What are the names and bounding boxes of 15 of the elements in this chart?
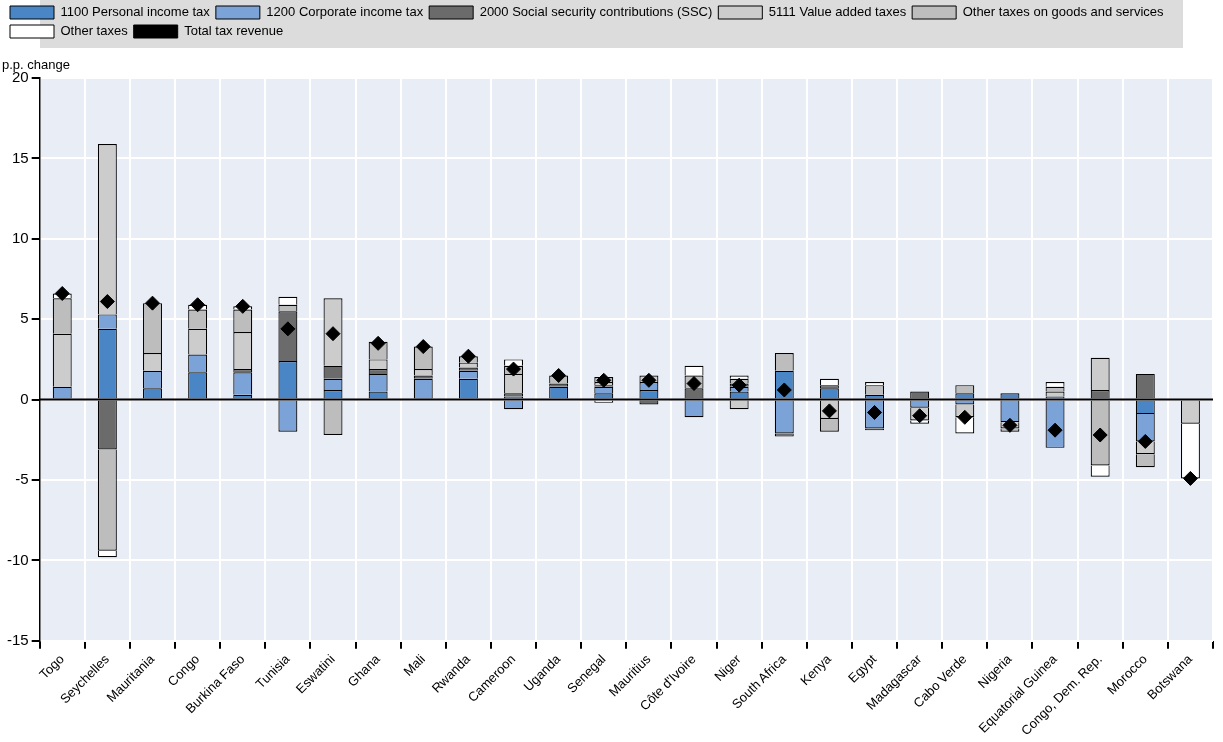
y-tick-label: -15: [6, 630, 29, 648]
legend-label: Other taxes: [60, 23, 129, 39]
y-tick-label: 15: [11, 148, 29, 166]
y-tick-label: 0: [20, 389, 29, 407]
legend-label: Total tax revenue: [184, 23, 284, 39]
x-tick-label: Mali: [400, 651, 428, 679]
y-tick-label: -10: [6, 550, 29, 568]
y-tick-label: 10: [11, 228, 29, 246]
legend-label: 1100 Personal income tax: [60, 4, 211, 20]
y-tick-label: -5: [15, 470, 29, 488]
legend-label: Other taxes on goods and services: [962, 4, 1165, 20]
legend-label: 1200 Corporate income tax: [266, 4, 424, 20]
legend-label: 5111 Value added taxes: [768, 4, 907, 20]
legend-label: 2000 Social security contributions (SSC): [479, 4, 713, 20]
y-tick-label: 5: [20, 309, 29, 327]
